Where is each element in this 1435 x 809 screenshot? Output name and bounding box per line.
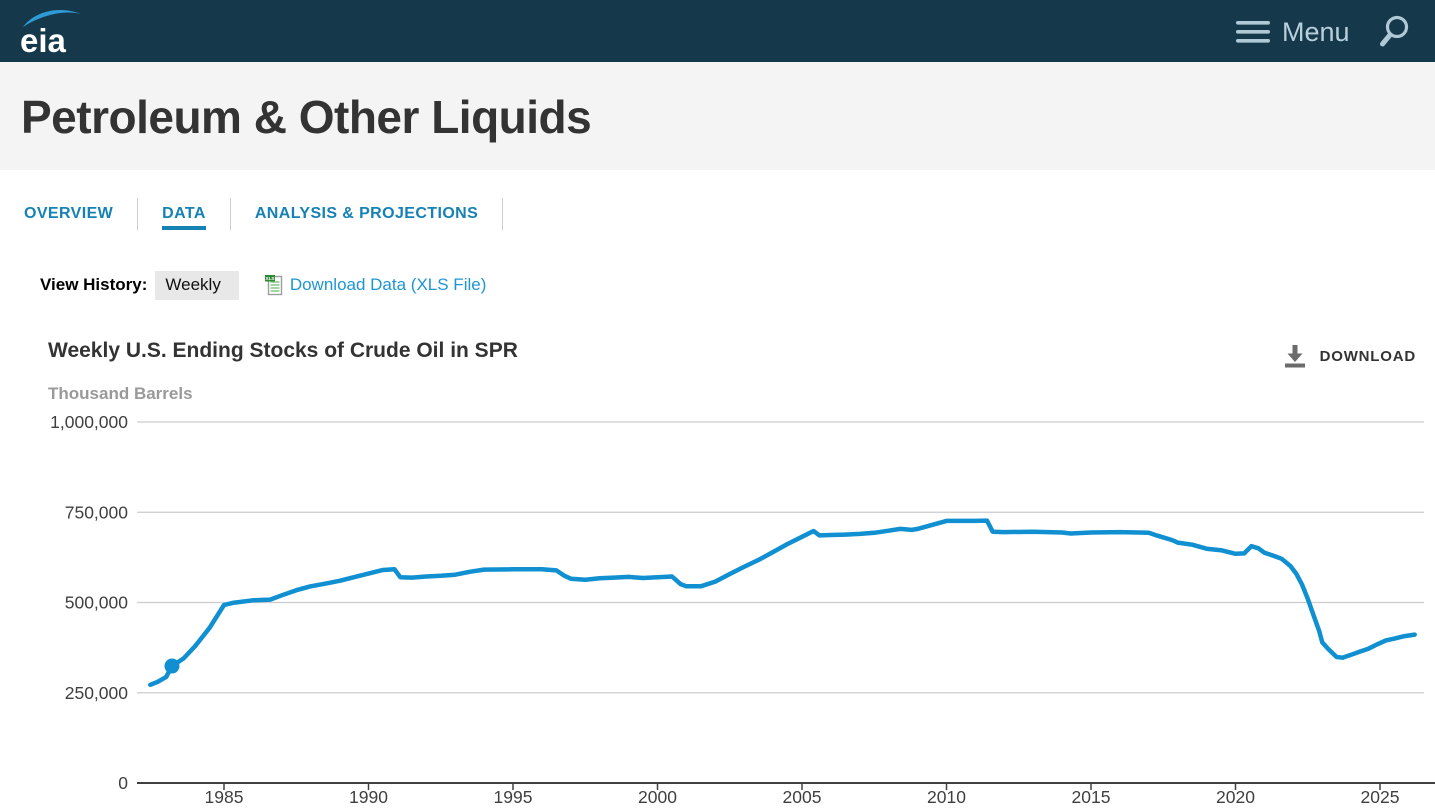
- view-history-controls: View History: Weekly XLS Download Data (…: [40, 270, 486, 300]
- eia-logo[interactable]: eia: [20, 6, 82, 58]
- tab-separator: [229, 198, 231, 230]
- eia-logo-text: eia: [20, 22, 66, 59]
- view-history-select[interactable]: Weekly: [155, 270, 239, 300]
- tab-separator: [502, 198, 504, 230]
- svg-text:2000: 2000: [638, 787, 677, 807]
- download-data-link-text: Download Data (XLS File): [289, 275, 487, 294]
- svg-text:2010: 2010: [927, 787, 966, 807]
- svg-text:2025: 2025: [1361, 787, 1400, 807]
- view-history-label: View History:: [40, 275, 148, 294]
- tab-separator: [137, 198, 139, 230]
- download-data-link[interactable]: XLS Download Data (XLS File): [264, 274, 487, 296]
- hamburger-icon: [1236, 21, 1270, 43]
- svg-text:1985: 1985: [205, 787, 244, 807]
- menu-button[interactable]: Menu: [1236, 14, 1350, 50]
- svg-text:1990: 1990: [349, 787, 388, 807]
- chart-download-label: DOWNLOAD: [1319, 347, 1416, 365]
- top-navigation-bar: eia Menu: [0, 0, 1435, 62]
- eia-swoosh-icon: [23, 10, 81, 27]
- svg-text:2020: 2020: [1216, 787, 1255, 807]
- search-button[interactable]: [1378, 12, 1412, 50]
- svg-text:500,000: 500,000: [65, 593, 129, 613]
- chart-title: Weekly U.S. Ending Stocks of Crude Oil i…: [48, 339, 518, 362]
- menu-label: Menu: [1282, 16, 1350, 47]
- svg-text:XLS: XLS: [265, 276, 274, 281]
- page-title: Petroleum & Other Liquids: [21, 91, 592, 143]
- section-tabs: OVERVIEW DATA ANALYSIS & PROJECTIONS: [0, 196, 504, 232]
- svg-text:750,000: 750,000: [65, 502, 129, 522]
- page-banner: Petroleum & Other Liquids: [0, 62, 1435, 170]
- search-icon: [1380, 15, 1409, 47]
- chart-units-label: Thousand Barrels: [48, 384, 193, 403]
- tab-data[interactable]: DATA: [138, 196, 230, 232]
- svg-text:0: 0: [118, 773, 128, 793]
- svg-text:2005: 2005: [783, 787, 822, 807]
- chart-download-button[interactable]: DOWNLOAD: [1282, 344, 1416, 368]
- download-icon: [1284, 345, 1305, 368]
- svg-text:1,000,000: 1,000,000: [50, 412, 128, 432]
- tab-overview[interactable]: OVERVIEW: [24, 205, 114, 222]
- svg-text:2015: 2015: [1072, 787, 1111, 807]
- svg-text:250,000: 250,000: [65, 683, 129, 703]
- svg-text:1995: 1995: [494, 787, 533, 807]
- tab-analysis-projections[interactable]: ANALYSIS & PROJECTIONS: [254, 205, 479, 222]
- xls-file-icon: XLS: [264, 274, 283, 295]
